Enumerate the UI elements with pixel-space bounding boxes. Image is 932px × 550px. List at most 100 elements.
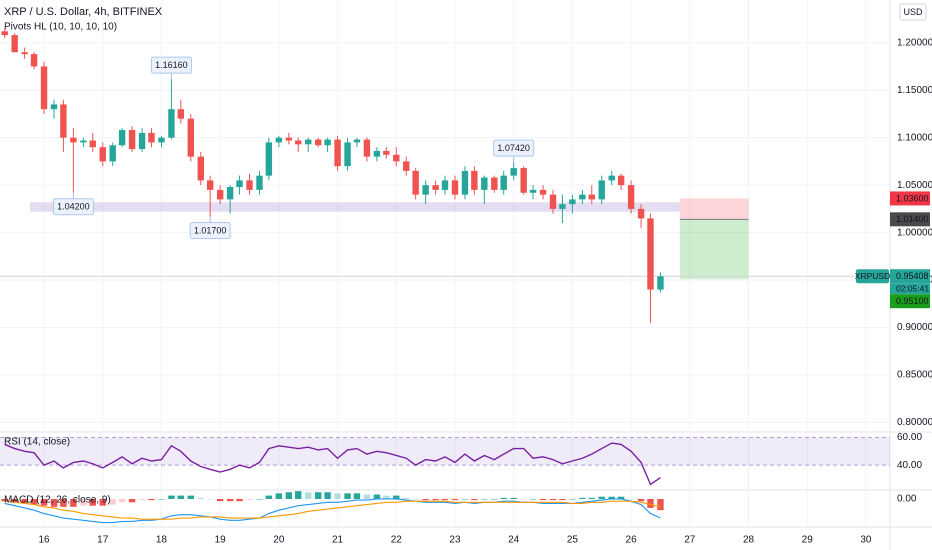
macd-histogram-bar [627,498,635,500]
candle-body [1,31,8,36]
pivot-box [150,56,192,74]
pivot-box [493,139,535,157]
y-tick-label: 1.05000 [897,180,932,191]
candle-body [11,35,18,53]
candle-body [481,177,488,190]
macd-histogram-bar [617,496,625,499]
target-zone [679,219,749,280]
candle-body [40,66,48,110]
candle-body [148,132,155,143]
macd-histogram-bar [491,498,498,500]
candle-body [539,189,547,195]
macd-histogram-bar [236,498,243,502]
x-tick-label: 26 [626,535,638,546]
macd-histogram-bar [1,498,8,502]
macd-histogram-bar [520,498,527,500]
stop-zone [679,198,749,220]
candle-body [363,139,371,157]
candle-body [138,132,146,150]
currency-button[interactable] [899,3,927,21]
candle-body [637,208,645,219]
macd-histogram-bar [206,498,214,500]
macd-histogram-bar [441,498,449,501]
candle-body [177,109,185,119]
macd-histogram-bar [353,493,361,499]
pivot-label: 1.01700 [194,225,227,235]
macd-histogram-bar [285,492,293,499]
candle-body [70,137,77,143]
macd-histogram-bar [403,497,410,499]
symbol-label: XRPUSD [855,271,890,281]
candle-body [187,118,194,157]
candle-body [647,218,654,290]
candle-body [373,150,381,157]
candle-body [510,168,517,176]
x-tick-label: 27 [684,535,696,546]
x-tick-label: 30 [860,535,872,546]
countdown: 02:05:41 [896,283,929,293]
last-label: 0.95408 [896,271,929,281]
pivot-label: 1.16160 [155,60,188,70]
macd-histogram-bar [314,492,322,499]
x-tick-label: 29 [802,535,814,546]
entry-label: 1.01400 [896,214,929,224]
candle-body [109,145,116,162]
x-tick-label: 24 [508,535,520,546]
macd-histogram-bar [344,493,351,499]
macd-histogram-bar [138,498,146,501]
candle-body [393,154,400,162]
candle-body [461,170,469,195]
macd-histogram-bar [334,493,341,499]
macd-histogram-bar [481,498,488,500]
target-label: 0.95100 [896,296,929,306]
macd-histogram-bar [256,498,263,500]
candle-body [168,109,175,138]
x-tick-label: 21 [332,535,344,546]
macd-histogram-bar [305,492,312,499]
macd-histogram-bar [197,497,204,499]
macd-histogram-bar [451,498,459,501]
candle-body [657,276,664,290]
macd-histogram-bar [383,495,390,499]
macd-histogram-bar [588,497,595,499]
candle-body [275,137,283,143]
macd-histogram-bar [226,498,234,502]
candle-body [305,139,312,145]
candle-body [265,142,273,176]
candle-body [60,104,67,138]
candle-body [50,104,58,110]
macd-histogram-bar [363,494,371,499]
y-tick-label: 0.85000 [897,370,932,381]
candle-body [491,177,498,190]
currency[interactable]: USD [903,7,923,17]
macd-histogram-bar [128,498,136,503]
countdown-tag [890,283,930,295]
candle-body [226,187,234,200]
candle-body [412,170,419,195]
candle-body [471,170,478,190]
macd-histogram-bar [500,497,507,499]
x-tick-label: 22 [391,535,403,546]
stop-tag [890,191,930,206]
macd-histogram-bar [21,498,28,504]
y-tick-label: 1.00000 [897,227,932,238]
candle-body [549,194,557,209]
last-tag [890,269,930,284]
macd-histogram-bar [549,498,557,501]
macd-histogram-bar [324,492,331,499]
rsi-line [4,442,661,486]
candle-body [617,175,625,186]
macd-histogram-bar [158,498,165,500]
x-tick-label: 18 [156,535,168,546]
macd-histogram-bar [60,498,67,507]
macd-histogram-bar [657,498,664,511]
symbol-tag [856,269,889,284]
macd-histogram-bar [80,498,87,506]
x-tick-label: 25 [567,535,579,546]
macd-histogram-bar [647,498,654,508]
y-tick-label: 1.10000 [897,132,932,143]
y-tick-label: 0.80000 [897,417,932,428]
candle-body [80,140,87,143]
rsi-tick-label: 60.00 [897,432,922,443]
macd-histogram-bar [539,498,547,501]
